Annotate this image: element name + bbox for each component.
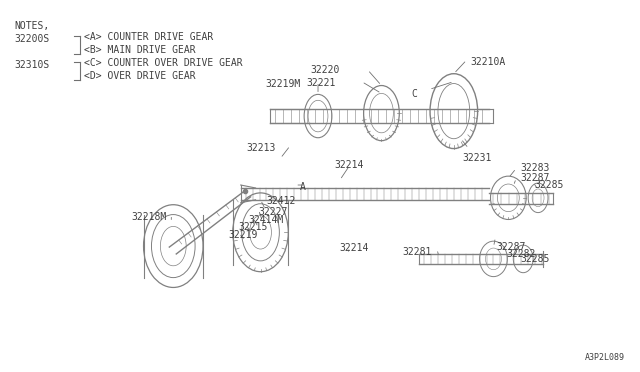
Text: 32285: 32285	[520, 254, 550, 264]
Text: 32287: 32287	[520, 173, 550, 183]
Text: NOTES,: NOTES,	[15, 20, 50, 31]
Text: 32282: 32282	[506, 249, 536, 259]
Text: 32219M: 32219M	[265, 78, 300, 89]
Text: 32200S: 32200S	[15, 34, 50, 44]
Text: 32218M: 32218M	[132, 212, 167, 222]
Text: 32310S: 32310S	[15, 60, 50, 70]
Text: 32214: 32214	[334, 160, 364, 170]
Text: <D> OVER DRIVE GEAR: <D> OVER DRIVE GEAR	[84, 71, 196, 81]
Text: <A> COUNTER DRIVE GEAR: <A> COUNTER DRIVE GEAR	[84, 32, 213, 42]
Text: 32283: 32283	[520, 163, 550, 173]
Text: 32414M: 32414M	[248, 215, 284, 225]
Text: A: A	[300, 182, 306, 192]
Text: 32285: 32285	[534, 180, 563, 190]
Text: <B> MAIN DRIVE GEAR: <B> MAIN DRIVE GEAR	[84, 45, 196, 55]
Text: 32219: 32219	[228, 230, 258, 240]
Text: <C> COUNTER OVER DRIVE GEAR: <C> COUNTER OVER DRIVE GEAR	[84, 58, 243, 68]
Text: 32210A: 32210A	[470, 57, 506, 67]
Text: 32221: 32221	[307, 78, 336, 88]
Text: 32287: 32287	[497, 242, 526, 252]
Text: 32227: 32227	[259, 207, 288, 217]
Text: A3P2L089: A3P2L089	[586, 353, 625, 362]
Text: 32412: 32412	[266, 196, 296, 206]
Text: C: C	[412, 89, 417, 99]
Text: 32214: 32214	[340, 243, 369, 253]
Text: 32213: 32213	[246, 142, 275, 153]
Text: 32231: 32231	[463, 154, 492, 163]
Text: 32220: 32220	[310, 65, 340, 75]
Text: 32215: 32215	[239, 222, 268, 232]
Text: 32281: 32281	[403, 247, 432, 257]
